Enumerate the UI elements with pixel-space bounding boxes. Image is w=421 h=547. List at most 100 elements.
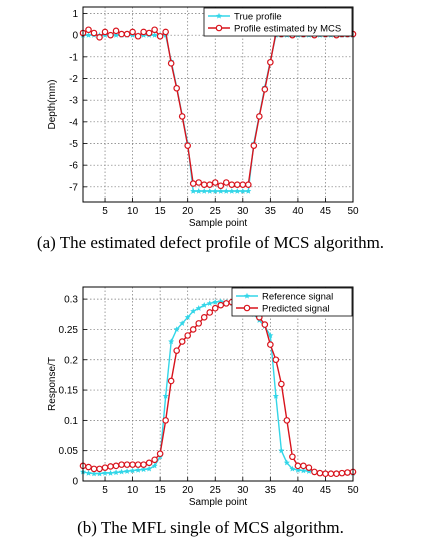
data-point [245,181,252,188]
legend-swatch-marker [244,292,250,299]
data-point [178,338,186,345]
y-tick-label: 1 [72,9,78,20]
data-point [195,320,203,327]
data-point [102,469,109,476]
data-point [145,459,153,467]
x-tick-label: 5 [102,485,108,496]
data-point [145,29,153,37]
data-point [200,181,208,188]
x-tick-label: 10 [127,485,139,496]
data-point [189,326,197,333]
plot-area [83,7,353,202]
data-point [91,470,98,477]
data-point [322,470,329,478]
data-point [151,456,158,464]
data-point [283,417,291,424]
chart-mfl-signal-svg: 5 10 15 20 25 30 35 40 45 50 0 0.05 0.1 0.15 0.2 0.25 0.… [47,286,359,508]
data-point [167,377,175,385]
x-tick-label: 35 [265,485,277,496]
data-point [85,463,92,471]
data-point [113,469,120,476]
data-point [206,181,214,188]
data-point [151,26,158,34]
data-point [211,304,219,312]
y-tick-label: -3 [69,96,78,107]
caption-b: (b) The MFL single of MCS algorithm. [77,518,344,537]
data-point [90,465,98,473]
data-point [267,58,274,66]
plot-frame [82,6,354,203]
y-tick-label: 0 [72,477,78,488]
data-point [190,188,197,194]
legend-swatch-marker [243,304,251,312]
data-point [261,86,269,93]
data-point [201,302,208,308]
x-tick-label: 5 [102,206,108,217]
data-point [272,356,280,364]
x-tick-label: 40 [292,206,304,217]
data-point [189,180,197,187]
legend-label: Reference signal [262,292,333,303]
legend-swatch-marker [216,12,222,19]
data-point [129,461,136,468]
y-tick-label: 0.2 [64,355,78,366]
data-point [212,299,219,305]
y-axis-label: Depth(mm) [47,79,58,129]
data-point [228,188,235,194]
x-tick-label: 40 [292,485,304,496]
x-tick-label: 25 [210,206,222,217]
data-point [311,468,318,476]
data-point [168,338,175,345]
data-point [217,188,224,194]
x-tick-label: 35 [265,206,277,217]
data-point [206,300,213,306]
data-point [184,332,191,339]
data-point [222,300,230,307]
x-tick-label: 15 [155,485,167,496]
x-tick-label: 30 [237,485,249,496]
data-point [245,188,252,194]
data-point [190,308,197,314]
y-tick-label: -4 [69,117,78,128]
data-point [305,468,312,474]
y-tick-label: 0.15 [59,386,79,397]
data-point [96,470,103,477]
data-point [200,314,208,321]
data-point [223,188,230,194]
data-point [101,464,109,471]
data-point [201,188,208,194]
y-tick-label: -6 [69,161,78,172]
data-point [294,462,302,470]
data-point [327,470,335,478]
data-point [162,392,169,399]
data-point [278,380,285,388]
data-point [96,34,103,41]
legend-label: True profile [234,12,282,23]
data-point [156,450,164,458]
chart-profile-svg: 5 10 15 20 25 30 35 40 45 5010-1-2-3-4-5-6-7Sampl… [47,6,359,229]
data-point [118,468,125,475]
legend-swatch-marker [215,24,223,32]
y-tick-label: 0 [72,31,78,42]
data-point [338,469,346,477]
data-point [272,392,279,399]
y-tick-label: 0.05 [59,446,79,457]
data-point [212,188,219,194]
data-point [135,466,142,473]
data-point [217,298,224,305]
data-point [112,27,120,35]
data-point [233,181,241,188]
data-point [140,461,147,468]
data-point [90,29,98,37]
legend-label: Profile estimated by MCS [234,24,341,35]
data-point [129,467,136,474]
data-point [222,179,230,186]
data-point [195,179,203,186]
data-point [101,28,109,36]
y-tick-label: 0.3 [64,295,78,306]
data-point [140,28,147,36]
data-point [333,470,340,478]
data-point [278,447,285,454]
data-point [134,32,142,40]
